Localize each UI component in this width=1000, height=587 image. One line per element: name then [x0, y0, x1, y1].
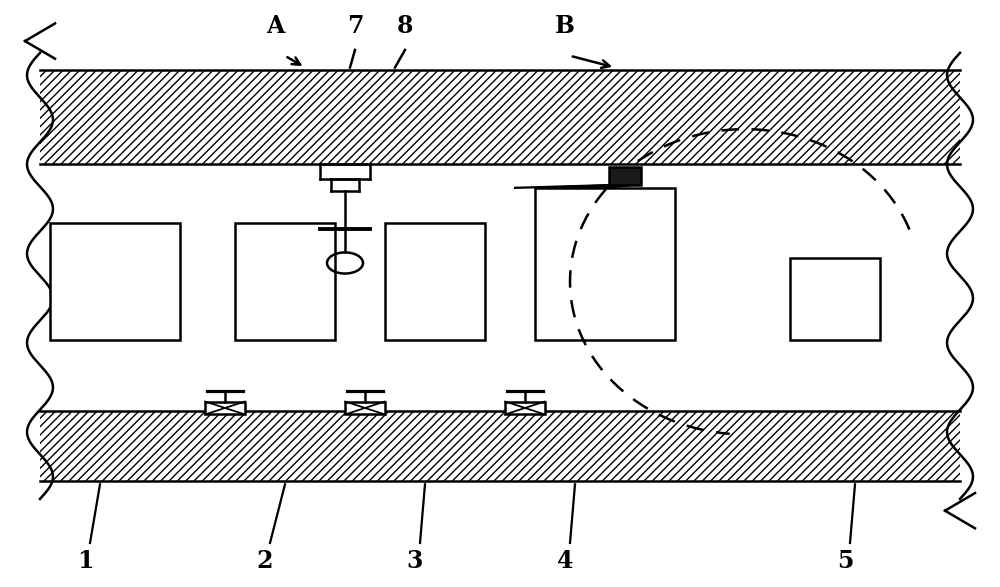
- Text: 7: 7: [347, 15, 363, 38]
- Bar: [40, 70, 960, 164]
- Bar: [345, 402, 385, 414]
- Bar: [535, 188, 675, 340]
- Text: 1: 1: [77, 549, 93, 572]
- Text: B: B: [555, 15, 575, 38]
- Text: A: A: [266, 15, 284, 38]
- Bar: [50, 223, 180, 340]
- Text: 5: 5: [837, 549, 853, 572]
- Bar: [505, 402, 545, 414]
- Bar: [40, 411, 960, 481]
- Bar: [790, 258, 880, 340]
- Text: 4: 4: [557, 549, 573, 572]
- Text: 3: 3: [407, 549, 423, 572]
- Bar: [235, 223, 335, 340]
- Bar: [609, 167, 641, 185]
- Bar: [385, 223, 485, 340]
- Bar: [205, 402, 245, 414]
- Text: 8: 8: [397, 15, 413, 38]
- Text: 2: 2: [257, 549, 273, 572]
